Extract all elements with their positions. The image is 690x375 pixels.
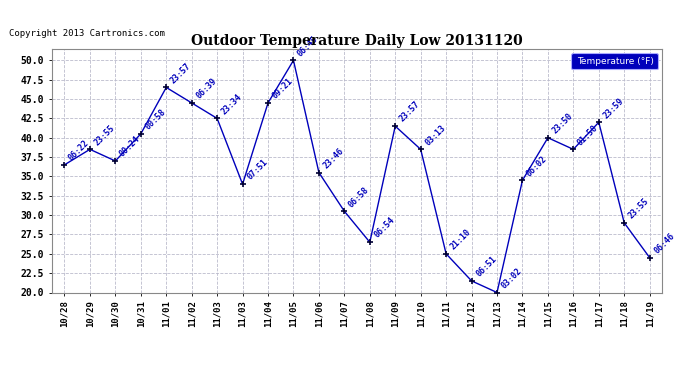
- Text: 23:57: 23:57: [169, 61, 193, 85]
- Text: 06:58: 06:58: [347, 185, 371, 209]
- Text: 23:50: 23:50: [551, 111, 575, 135]
- Text: 00:58: 00:58: [144, 108, 168, 132]
- Text: 23:57: 23:57: [397, 100, 422, 124]
- Text: 21:10: 21:10: [448, 228, 473, 252]
- Text: 06:02: 06:02: [525, 154, 549, 178]
- Text: 06:45: 06:45: [296, 34, 320, 58]
- Text: 23:34: 23:34: [219, 92, 244, 116]
- Text: 23:46: 23:46: [322, 146, 346, 170]
- Text: 07:51: 07:51: [245, 158, 269, 182]
- Text: 01:50: 01:50: [576, 123, 600, 147]
- Text: 06:39: 06:39: [194, 76, 218, 101]
- Text: 03:13: 03:13: [423, 123, 447, 147]
- Text: 23:55: 23:55: [92, 123, 117, 147]
- Text: 06:51: 06:51: [474, 255, 498, 279]
- Text: 09:21: 09:21: [270, 76, 295, 101]
- Text: 23:55: 23:55: [627, 196, 651, 220]
- Text: 06:54: 06:54: [373, 216, 396, 240]
- Text: Copyright 2013 Cartronics.com: Copyright 2013 Cartronics.com: [9, 29, 165, 38]
- Text: 23:59: 23:59: [601, 96, 625, 120]
- Text: 00:24: 00:24: [118, 135, 142, 159]
- Text: 06:46: 06:46: [652, 231, 676, 255]
- Title: Outdoor Temperature Daily Low 20131120: Outdoor Temperature Daily Low 20131120: [191, 34, 523, 48]
- Text: 03:02: 03:02: [500, 266, 524, 290]
- Legend: Temperature (°F): Temperature (°F): [571, 53, 658, 69]
- Text: 06:22: 06:22: [67, 138, 91, 162]
